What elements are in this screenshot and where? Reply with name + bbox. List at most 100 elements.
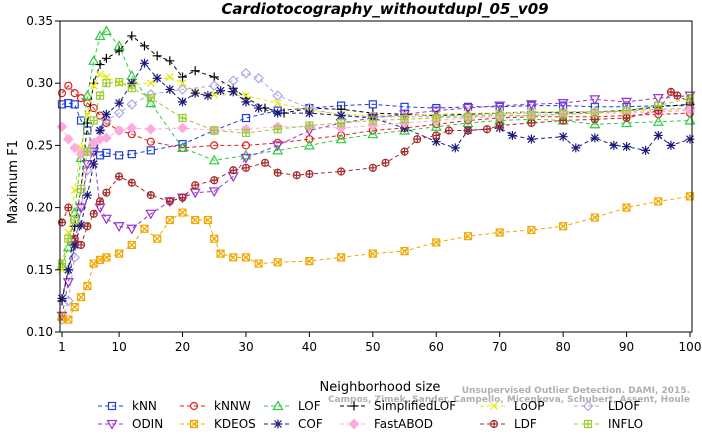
legend-marker — [272, 400, 284, 411]
legend-marker — [348, 418, 360, 430]
data-point — [81, 89, 93, 100]
data-point — [240, 153, 252, 164]
x-tick-label: 60 — [429, 340, 444, 354]
data-point — [622, 113, 631, 123]
data-point — [114, 151, 124, 160]
data-point — [666, 140, 676, 150]
legend-label: LoOP — [514, 399, 545, 413]
data-point — [127, 150, 136, 159]
data-point — [113, 107, 125, 119]
data-point — [126, 122, 138, 134]
data-point — [127, 84, 136, 93]
data-point — [684, 114, 696, 125]
data-point — [507, 130, 517, 140]
data-point — [368, 163, 377, 172]
data-point — [102, 253, 111, 262]
legend-label: ODIN — [132, 417, 163, 431]
data-point — [178, 113, 187, 123]
x-axis-label: Neighborhood size — [320, 380, 441, 395]
data-point — [229, 253, 238, 262]
data-point — [241, 141, 251, 150]
legend-item-simplifiedlof: SimplifiedLOF — [340, 399, 456, 413]
data-point — [64, 203, 73, 212]
data-point — [463, 232, 473, 241]
series-line — [61, 35, 691, 301]
data-point — [272, 90, 284, 101]
data-point — [463, 112, 473, 121]
x-tick-label: 40 — [302, 340, 317, 354]
data-point — [622, 203, 631, 212]
data-point — [89, 103, 98, 113]
data-point — [381, 158, 390, 167]
data-point — [622, 106, 631, 115]
data-point — [400, 247, 409, 256]
legend-label: INFLO — [608, 417, 643, 431]
data-point — [368, 100, 377, 109]
data-point — [241, 128, 251, 138]
data-point — [229, 166, 238, 175]
data-point — [64, 99, 73, 108]
data-point — [70, 89, 79, 98]
data-point — [153, 234, 162, 243]
legend-label: kNN — [132, 399, 157, 413]
x-axis: 1 10 20 30 40 50 60 70 80 90 100 — [58, 332, 701, 354]
data-point — [146, 191, 155, 200]
data-point — [62, 133, 74, 145]
data-point — [240, 67, 252, 79]
data-point — [64, 315, 73, 324]
data-point — [76, 220, 86, 230]
series-line — [61, 110, 691, 155]
data-point — [113, 222, 125, 232]
series-line — [61, 30, 691, 267]
data-point — [63, 265, 73, 275]
data-point — [335, 133, 347, 144]
x-tick-label: 90 — [619, 340, 634, 354]
y-tick-label: 0.15 — [26, 263, 53, 277]
data-point — [102, 118, 111, 128]
data-point — [127, 240, 136, 250]
data-point — [139, 58, 149, 68]
data-point — [462, 103, 474, 114]
data-point — [95, 125, 105, 135]
legend-item-cof: COF — [264, 417, 323, 431]
data-point — [102, 148, 111, 157]
data-point — [140, 224, 149, 233]
data-point — [209, 72, 219, 82]
data-point — [127, 78, 137, 88]
data-point — [88, 55, 100, 65]
data-point — [400, 115, 409, 124]
series-line — [61, 62, 691, 299]
data-point — [102, 79, 111, 88]
data-point — [146, 79, 155, 88]
data-point — [527, 111, 536, 120]
legend-item-ldof: LDOF — [574, 399, 640, 413]
data-point — [89, 116, 98, 125]
series-line — [61, 102, 690, 156]
data-point — [70, 215, 79, 225]
data-point — [114, 249, 124, 258]
data-point — [114, 77, 124, 87]
y-tick-label: 0.20 — [26, 201, 53, 215]
data-point — [62, 278, 74, 288]
data-point — [82, 164, 93, 176]
y-axis-label: Maximum F1 — [6, 140, 21, 224]
data-point — [210, 176, 219, 185]
data-point — [101, 53, 111, 63]
series-inflo — [57, 77, 695, 268]
data-point — [621, 117, 633, 128]
data-point — [208, 187, 220, 198]
legend-label: COF — [298, 417, 323, 431]
data-point — [494, 101, 506, 112]
data-point — [178, 79, 187, 88]
legend-label: KDEOS — [214, 417, 256, 431]
data-point — [559, 110, 568, 119]
data-point — [208, 80, 220, 92]
data-point — [558, 132, 568, 142]
data-point — [126, 224, 138, 235]
data-point — [126, 98, 138, 110]
y-tick-label: 0.10 — [26, 325, 53, 339]
data-point — [337, 167, 346, 176]
data-point — [272, 141, 284, 152]
data-point — [652, 116, 664, 126]
data-point — [216, 249, 225, 258]
